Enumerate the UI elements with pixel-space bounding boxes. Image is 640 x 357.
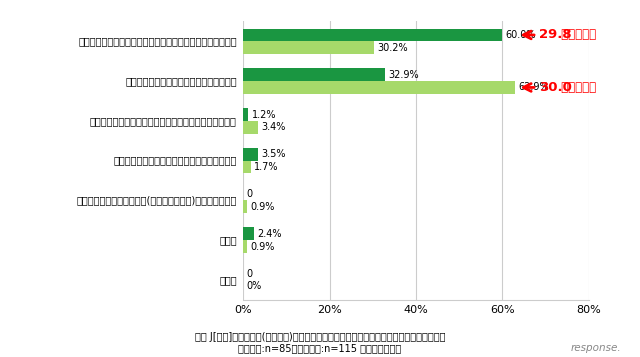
Text: 62.9%: 62.9% [518, 82, 549, 92]
Text: 30.2%: 30.2% [377, 43, 408, 53]
Text: 0%: 0% [246, 281, 262, 291]
Text: 0.9%: 0.9% [250, 242, 275, 252]
Text: その他: その他 [219, 235, 237, 245]
Text: 3.5%: 3.5% [262, 149, 286, 159]
Text: 無回答: 無回答 [219, 275, 237, 285]
Text: 図表 J[設問]また福島県(東北地方)を訪れたいですか。お気持ちに近いものをお教え下さい。
（福島県:n=85、東北地方:n=115 共に単一回答）: 図表 J[設問]また福島県(東北地方)を訪れたいですか。お気持ちに近いものをお教… [195, 332, 445, 353]
Text: 3.4%: 3.4% [261, 122, 285, 132]
Bar [243, 108, 248, 121]
Bar [243, 29, 502, 41]
Text: ポイント差: ポイント差 [557, 29, 596, 41]
Text: 2.4%: 2.4% [257, 229, 282, 239]
Bar [243, 200, 247, 213]
Text: 1.7%: 1.7% [254, 162, 278, 172]
Text: 復興活動の邪魔になるので(なりそうなので)、行きたくない: 復興活動の邪魔になるので(なりそうなので)、行きたくない [76, 195, 237, 205]
Text: 30.0: 30.0 [539, 81, 572, 94]
Bar [243, 148, 259, 161]
Text: ポイント差: ポイント差 [557, 81, 596, 94]
Text: 1.2%: 1.2% [252, 110, 276, 120]
Bar [243, 68, 385, 81]
Text: 復興支援のため、観光で積極的に訪れたい: 復興支援のため、観光で積極的に訪れたい [125, 76, 237, 86]
Text: 被災地の観光は気が進まないので行きたくない: 被災地の観光は気が進まないので行きたくない [113, 156, 237, 166]
Text: 60.0%: 60.0% [506, 30, 536, 40]
Text: 32.9%: 32.9% [388, 70, 419, 80]
Text: 0: 0 [246, 189, 253, 199]
Bar [243, 81, 515, 94]
Text: 0.9%: 0.9% [250, 202, 275, 212]
Text: 29.8: 29.8 [539, 29, 572, 41]
Text: 興味のあるイベントやツアーなど、機会があれば、訪れたい: 興味のあるイベントやツアーなど、機会があれば、訪れたい [78, 36, 237, 46]
Bar [243, 121, 258, 134]
Bar [243, 227, 253, 240]
Text: 復興支援のため、ボランティアとして積極的に訪れたい: 復興支援のため、ボランティアとして積極的に訪れたい [90, 116, 237, 126]
Text: 0: 0 [246, 268, 253, 278]
Bar [243, 41, 374, 54]
Text: response.: response. [570, 343, 621, 353]
Bar [243, 240, 247, 253]
Bar [243, 161, 250, 174]
